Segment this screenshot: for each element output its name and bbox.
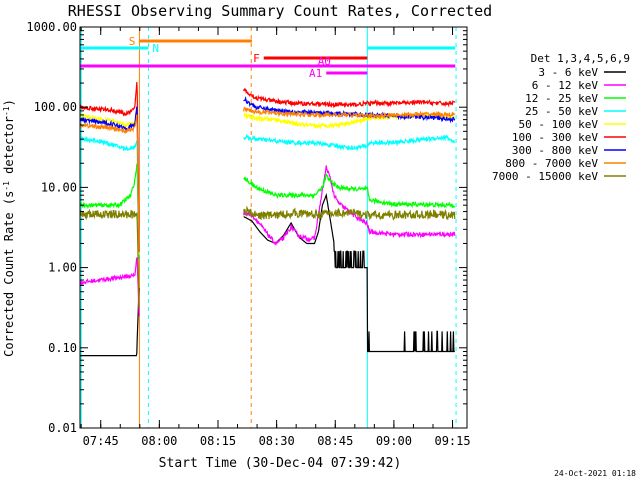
y-tick-label: 100.00 — [34, 100, 77, 114]
y-axis-label: Corrected Count Rate (s-1 detector-1) — [2, 99, 16, 357]
plot-frame — [79, 26, 468, 429]
y-tick-label: 0.10 — [48, 341, 77, 355]
x-tick-label: 08:45 — [317, 434, 353, 448]
series-line — [243, 173, 456, 209]
series-line — [243, 192, 455, 353]
series-line — [80, 81, 140, 252]
flag-label: S — [129, 35, 136, 48]
flag-label: A1 — [309, 67, 322, 80]
legend-title: Det 1,3,4,5,6,9 — [531, 52, 630, 65]
legend-entry-label: 3 - 6 keV — [538, 66, 598, 79]
footer-timestamp: 24-Oct-2021 01:18 — [554, 469, 636, 478]
series-line — [80, 287, 140, 357]
legend-entry-label: 25 - 50 keV — [525, 105, 598, 118]
series-line — [80, 208, 140, 310]
series-line — [243, 106, 456, 120]
y-tick-label: 1.00 — [48, 261, 77, 275]
y-tick-label: 10.00 — [41, 180, 77, 194]
axes — [79, 26, 468, 429]
series-line — [243, 133, 455, 152]
y-ticks: 0.01 0.10 1.00 10.00 100.00 1000.00 — [26, 20, 467, 435]
y-tick-label: 1000.00 — [26, 20, 77, 34]
series-lines — [80, 81, 456, 357]
x-tick-label: 09:15 — [434, 434, 470, 448]
series-line — [80, 257, 140, 316]
legend-entry-label: 6 - 12 keV — [532, 79, 599, 92]
legend-entry-label: 100 - 300 keV — [512, 131, 598, 144]
chart-title: RHESSI Observing Summary Count Rates, Co… — [68, 2, 492, 20]
x-tick-label: 07:45 — [83, 434, 119, 448]
x-tick-label: 08:30 — [259, 434, 295, 448]
series-line — [80, 106, 140, 252]
legend-entry-label: 50 - 100 keV — [519, 118, 599, 131]
series-line — [80, 163, 140, 259]
x-axis-label: Start Time (30-Dec-04 07:39:42) — [159, 456, 402, 471]
x-tick-label: 08:00 — [141, 434, 177, 448]
series-line — [243, 87, 456, 109]
y-tick-label: 0.01 — [48, 421, 77, 435]
flag-label: N — [152, 42, 159, 55]
series-line — [243, 95, 456, 124]
x-tick-label: 09:00 — [376, 434, 412, 448]
series-line — [80, 109, 140, 255]
x-tick-label: 08:15 — [200, 434, 236, 448]
series-line — [80, 114, 140, 253]
flag-label: A0 — [318, 55, 331, 68]
series-line — [80, 135, 140, 257]
legend-entry-label: 7000 - 15000 keV — [492, 170, 598, 183]
flag-label: F — [253, 52, 260, 65]
legend-entry-label: 300 - 800 keV — [512, 144, 598, 157]
x-ticks: 07:45 08:00 08:15 08:30 08:45 09:00 09:15 — [80, 27, 471, 448]
legend-entry-label: 800 - 7000 keV — [505, 157, 598, 170]
legend-entry-label: 12 - 25 keV — [525, 92, 598, 105]
series-line — [243, 205, 456, 221]
